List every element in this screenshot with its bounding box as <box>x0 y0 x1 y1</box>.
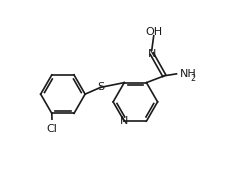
Text: N: N <box>148 49 156 59</box>
Text: 2: 2 <box>190 74 195 83</box>
Text: Cl: Cl <box>46 124 57 134</box>
Text: N: N <box>120 116 128 126</box>
Text: OH: OH <box>145 27 162 37</box>
Text: NH: NH <box>180 69 197 79</box>
Text: S: S <box>97 82 104 92</box>
